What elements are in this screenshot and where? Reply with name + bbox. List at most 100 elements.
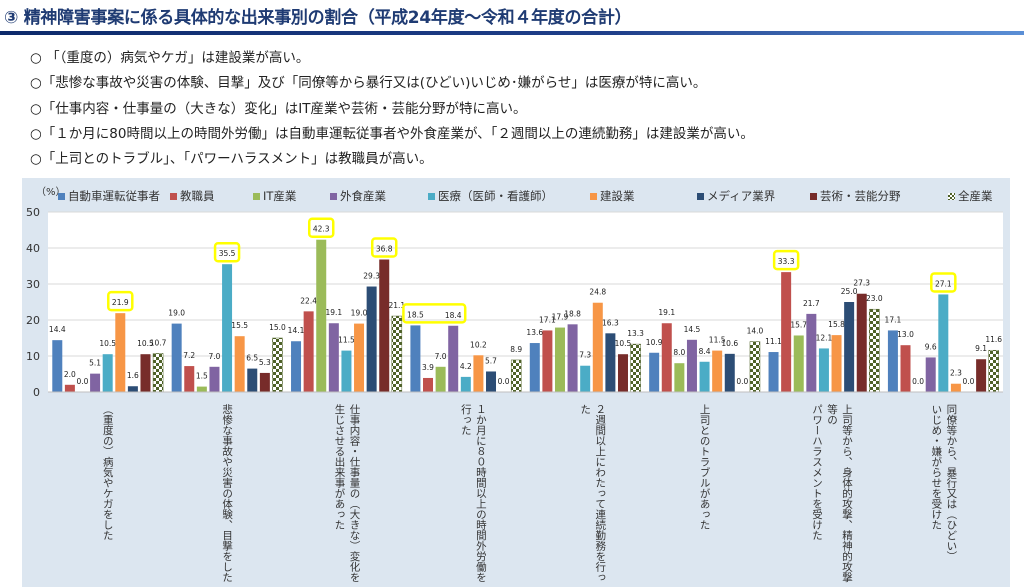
bar-2-3	[328, 323, 339, 392]
data-label: 11.1	[765, 337, 782, 346]
bar-2-5	[354, 323, 365, 392]
bar-0-1	[64, 384, 75, 392]
data-label: 35.5	[219, 249, 236, 258]
legend-label: IT産業	[263, 189, 297, 203]
legend-swatch	[428, 192, 435, 200]
data-label: 7.2	[183, 351, 195, 360]
chart-legend: 自動車運転従事者 教職員 IT産業 外食産業 医療（医師・看護師） 建設業 メディア業界 芸術…	[0, 184, 1024, 204]
bar-4-0	[529, 343, 540, 392]
bar-5-8	[749, 341, 761, 393]
bar-2-6	[366, 286, 377, 392]
legend-label: 医療（医師・看護師）	[438, 189, 553, 203]
bar-6-6	[844, 302, 855, 392]
bullet-item: ○「１か月に80時間以上の時間外労働」は自動車運転従事者や外食産業が、「２週間以…	[30, 125, 754, 142]
bar-7-4	[938, 294, 949, 392]
data-label: 5.3	[259, 358, 271, 367]
data-label: 10.7	[150, 338, 167, 347]
data-label: 23.0	[866, 294, 883, 303]
data-label: 10.9	[646, 338, 663, 347]
bar-6-3	[806, 313, 817, 392]
data-label: 7.3	[579, 351, 591, 360]
y-tick-label: 10	[26, 350, 40, 363]
legend-label: 建設業	[600, 189, 635, 203]
data-label: 8.9	[510, 345, 522, 354]
data-label: 1.5	[196, 372, 208, 381]
data-label: 13.6	[526, 328, 543, 337]
data-label: 10.5	[99, 339, 116, 348]
data-label: 14.5	[684, 325, 701, 334]
bar-7-3	[925, 357, 936, 392]
bar-3-6	[486, 371, 497, 392]
bar-0-7	[140, 354, 151, 392]
legend-item: 全産業	[948, 188, 993, 204]
bar-1-1	[184, 366, 195, 392]
bar-0-6	[127, 386, 138, 392]
data-label: 2.0	[64, 370, 76, 379]
legend-label: 教職員	[180, 189, 215, 203]
legend-label: 芸術・芸能分野	[820, 189, 901, 203]
data-label: 9.1	[975, 344, 987, 353]
highlight-box	[930, 272, 957, 293]
data-label: 16.3	[602, 318, 619, 327]
highlight-box	[307, 217, 335, 238]
bar-7-1	[900, 345, 911, 392]
data-label: 42.3	[313, 225, 330, 234]
bar-7-7	[976, 359, 987, 392]
data-label: 0.0	[736, 377, 748, 386]
data-label: 13.0	[897, 330, 914, 339]
bar-7-0	[887, 330, 898, 392]
bar-3-2	[435, 366, 446, 392]
data-label: 15.7	[790, 320, 807, 329]
legend-item: 教職員	[170, 188, 215, 204]
bar-1-4	[222, 264, 233, 392]
highlight-box	[107, 290, 134, 312]
data-label: 1.6	[127, 371, 139, 380]
legend-label: 全産業	[958, 189, 993, 203]
summary-bullets: ○ 「（重度の）病気やケガ」は建設業が高い。 ○「悲惨な事故や災害の体験、目撃」…	[30, 46, 754, 172]
bullet-item: ○「悲惨な事故や災害の体験、目撃」及び「同僚等から暴行又は(ひどい)いじめ･嫌が…	[30, 75, 707, 92]
y-tick-label: 0	[33, 386, 40, 399]
data-label: 5.1	[89, 359, 101, 368]
bar-4-5	[592, 302, 603, 392]
legend-label: 外食産業	[340, 189, 386, 203]
bar-1-7	[259, 372, 270, 392]
highlight-box	[213, 241, 241, 263]
legend-swatch	[810, 192, 817, 200]
bar-4-1	[542, 330, 553, 392]
bullet-item: ○「仕事内容・仕事量の（大きな）変化」はIT産業や芸術・芸能分野が特に高い。	[30, 100, 527, 117]
legend-swatch	[170, 192, 177, 200]
data-label: 12.1	[816, 333, 833, 342]
data-label: 18.4	[445, 311, 462, 320]
bar-4-7	[617, 354, 628, 392]
title-rule	[0, 31, 1024, 35]
data-label: 0.0	[498, 377, 510, 386]
y-tick-label: 40	[26, 242, 40, 255]
legend-label: 自動車運転従事者	[68, 189, 160, 203]
bar-6-4	[818, 348, 829, 392]
x-category-label: （重度の）病気やケガをした	[101, 404, 114, 541]
bar-7-8	[988, 349, 999, 393]
bar-4-8	[630, 343, 641, 393]
bar-5-6	[724, 353, 735, 392]
bar-2-0	[291, 341, 302, 392]
bar-6-1	[781, 272, 792, 392]
data-label: 10.6	[721, 339, 738, 348]
legend-item: 外食産業	[330, 188, 386, 204]
y-tick-label: 20	[26, 314, 40, 327]
bar-6-5	[831, 335, 842, 392]
legend-item: IT産業	[253, 188, 296, 204]
data-label: 10.5	[615, 339, 632, 348]
data-label: 27.1	[935, 279, 952, 288]
data-label: 11.5	[709, 336, 726, 345]
bar-1-3	[209, 366, 220, 392]
x-category-label: 仕事内容・仕事量の（大きな）変化を 生じさせる出来事があった	[333, 404, 361, 583]
bar-4-4	[580, 365, 591, 392]
legend-swatch	[253, 192, 260, 200]
y-tick-label: 30	[26, 278, 40, 291]
bar-1-6	[247, 368, 258, 392]
legend-swatch	[330, 192, 337, 200]
bar-2-4	[341, 350, 352, 392]
highlight-box	[772, 249, 800, 271]
bar-1-8	[272, 337, 283, 393]
